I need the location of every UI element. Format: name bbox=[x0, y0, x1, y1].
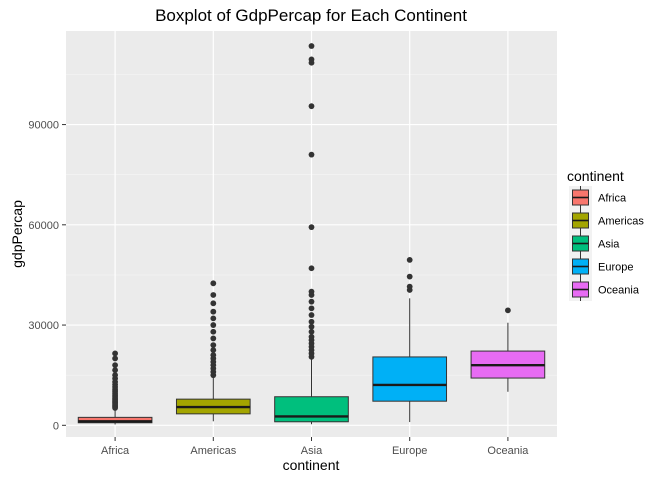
legend-label: Oceania bbox=[598, 285, 640, 297]
outlier-point bbox=[308, 312, 315, 318]
y-tick-label: 90000 bbox=[28, 120, 59, 132]
outlier-point bbox=[210, 335, 217, 342]
legend-key-americas bbox=[569, 209, 592, 232]
outlier-point bbox=[505, 307, 511, 314]
box-africa bbox=[77, 350, 153, 425]
outlier-point bbox=[308, 224, 315, 231]
outlier-point bbox=[112, 350, 118, 357]
outlier-point bbox=[210, 352, 217, 359]
outlier-point bbox=[308, 328, 315, 335]
legend-key-europe bbox=[569, 255, 592, 278]
outlier-point bbox=[210, 280, 217, 287]
outlier-point bbox=[210, 292, 217, 298]
outlier-point bbox=[308, 288, 315, 295]
outlier-point bbox=[406, 273, 413, 280]
outlier-point bbox=[308, 265, 315, 272]
x-axis: Africa Americas Asia Europe Oceania bbox=[101, 437, 529, 457]
box-americas bbox=[175, 280, 251, 422]
outlier-point bbox=[112, 355, 118, 362]
outlier-point bbox=[210, 322, 217, 328]
y-axis: 0 30000 60000 90000 bbox=[28, 120, 66, 432]
outlier-point bbox=[308, 43, 315, 49]
legend-label: Asia bbox=[598, 239, 620, 251]
legend-label: Americas bbox=[598, 216, 644, 228]
outlier-point bbox=[210, 347, 217, 354]
outlier-point bbox=[406, 283, 413, 290]
outlier-point bbox=[210, 315, 217, 322]
x-tick-label: Oceania bbox=[487, 445, 529, 457]
legend-key-asia bbox=[569, 232, 592, 255]
x-tick-label: Americas bbox=[190, 445, 236, 457]
outlier-point bbox=[308, 103, 315, 110]
legend-label: Africa bbox=[598, 193, 627, 205]
box-iqr bbox=[372, 356, 448, 402]
outlier-point bbox=[210, 342, 217, 349]
outlier-point bbox=[308, 333, 315, 340]
x-axis-title: continent bbox=[283, 457, 340, 473]
outlier-point bbox=[308, 151, 315, 158]
outlier-point bbox=[112, 372, 118, 379]
box-europe bbox=[372, 256, 448, 423]
outlier-point bbox=[308, 318, 315, 325]
legend-label: Europe bbox=[598, 262, 633, 274]
chart-title: Boxplot of GdpPercap for Each Continent bbox=[155, 6, 467, 25]
y-tick-label: 0 bbox=[53, 420, 59, 432]
x-tick-label: Africa bbox=[101, 445, 130, 457]
y-axis-title: gdpPercap bbox=[9, 200, 25, 268]
outlier-point bbox=[112, 367, 118, 374]
x-tick-label: Asia bbox=[301, 445, 323, 457]
outlier-point bbox=[210, 328, 217, 335]
legend-key-africa bbox=[569, 186, 592, 209]
legend: continent Africa Americas Asia Europe Oceani… bbox=[567, 168, 644, 301]
outlier-point bbox=[210, 308, 217, 315]
boxes bbox=[77, 43, 546, 425]
outlier-point bbox=[210, 300, 217, 307]
box-iqr bbox=[77, 416, 153, 424]
legend-title: continent bbox=[567, 168, 624, 184]
outlier-point bbox=[308, 298, 315, 305]
outlier-point bbox=[308, 323, 315, 330]
outlier-point bbox=[112, 362, 118, 369]
outlier-point bbox=[406, 256, 413, 263]
outlier-point bbox=[308, 305, 315, 312]
outlier-point bbox=[308, 56, 315, 63]
legend-key-oceania bbox=[569, 278, 592, 301]
box-asia bbox=[274, 43, 349, 425]
y-tick-label: 60000 bbox=[28, 220, 59, 232]
y-tick-label: 30000 bbox=[28, 320, 59, 332]
x-tick-label: Europe bbox=[392, 445, 427, 457]
box-iqr bbox=[274, 396, 349, 423]
box-oceania bbox=[470, 307, 546, 392]
